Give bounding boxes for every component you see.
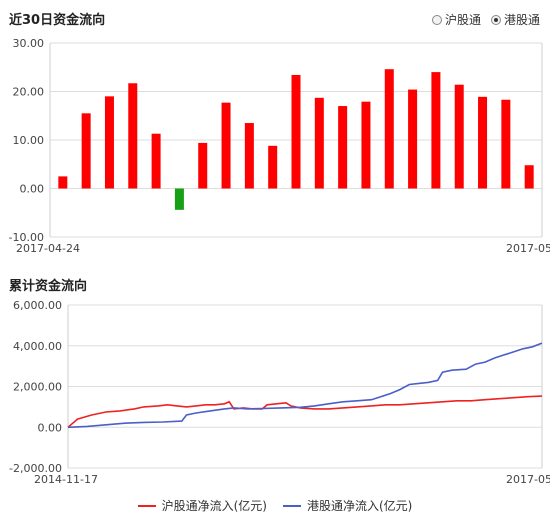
bar	[104, 96, 114, 189]
bar	[81, 113, 91, 189]
market-toggle[interactable]: 沪股通 港股通	[431, 11, 540, 28]
legend-item-shanghai[interactable]: 沪股通净流入(亿元)	[137, 497, 267, 514]
bar	[454, 84, 464, 189]
bar	[524, 165, 534, 189]
bar	[151, 133, 161, 189]
line-chart-x-start-label: 2014-11-17	[34, 473, 98, 486]
bar	[431, 72, 441, 189]
option-shanghai-label: 沪股通	[444, 13, 481, 27]
bar	[244, 123, 254, 189]
bar	[174, 188, 184, 210]
bar	[268, 145, 278, 189]
line-chart-ytick-label: 6,000.00	[13, 299, 62, 312]
bar	[291, 75, 301, 189]
line-chart-ytick-label: 4,000.00	[13, 340, 62, 353]
radio-unchecked-icon[interactable]	[431, 14, 442, 25]
series-line-hk	[67, 342, 543, 429]
line-legend: 沪股通净流入(亿元) 港股通净流入(亿元)	[0, 497, 550, 514]
bar-chart-ytick-label: -10.00	[9, 231, 44, 244]
bar-chart-ytick-label: 20.00	[13, 86, 45, 99]
bar	[221, 102, 231, 189]
bar	[478, 96, 488, 189]
bar	[384, 69, 394, 189]
bottom-chart-title: 累计资金流向	[9, 279, 88, 294]
bar	[58, 176, 68, 189]
line-chart-ytick-label: -2,000.00	[9, 462, 62, 475]
legend-line-hk	[283, 504, 301, 507]
option-shanghai[interactable]: 沪股通	[431, 11, 481, 28]
bar-chart-ytick-label: 10.00	[13, 134, 45, 147]
bar-chart-ytick-label: 0.00	[20, 183, 45, 196]
legend-line-shanghai	[137, 504, 156, 507]
line-chart-ytick-label: 2,000.00	[13, 381, 62, 394]
legend-item-hk[interactable]: 港股通净流入(亿元)	[283, 497, 412, 514]
option-hk[interactable]: 港股通	[490, 11, 540, 28]
top-chart-title: 近30日资金流向	[9, 13, 106, 28]
bar	[501, 99, 511, 189]
bar-chart-ytick-label: 30.00	[13, 37, 45, 50]
bar	[408, 89, 418, 189]
series-line-shanghai	[67, 395, 543, 428]
bar-chart-x-end-label: 2017-05-24	[506, 242, 550, 255]
bar	[128, 83, 138, 189]
radio-checked-icon[interactable]	[490, 14, 501, 25]
legend-label-hk: 港股通净流入(亿元)	[307, 499, 413, 513]
bar-chart-x-start-label: 2017-04-24	[16, 242, 80, 255]
bar	[338, 106, 348, 189]
bar	[198, 142, 208, 189]
line-chart-ytick-label: 0.00	[38, 421, 63, 434]
line-chart-x-end-label: 2017-05-24	[506, 473, 550, 486]
bar	[361, 101, 371, 189]
legend-label-shanghai: 沪股通净流入(亿元)	[161, 499, 267, 513]
option-hk-label: 港股通	[503, 13, 540, 27]
bar	[314, 97, 324, 189]
